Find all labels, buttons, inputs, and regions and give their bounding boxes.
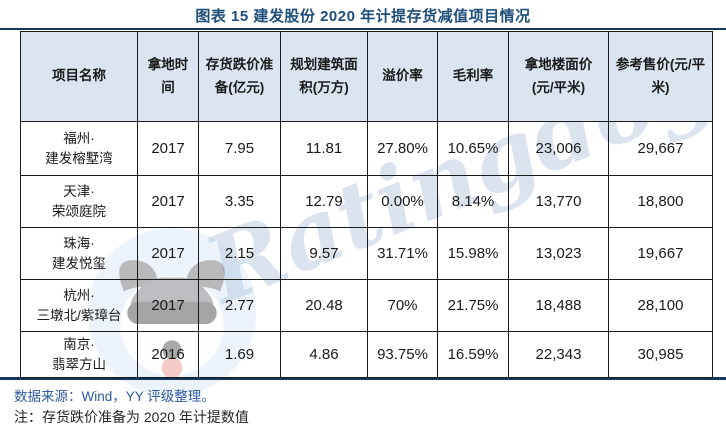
- cell-ref-price: 30,985: [608, 331, 713, 378]
- cell-impairment: 1.69: [198, 331, 281, 378]
- cell-gross-margin: 8.14%: [437, 175, 509, 228]
- cell-impairment: 2.77: [198, 279, 281, 332]
- footnote: 注：存货跌价准备为 2020 年计提数值: [14, 409, 249, 425]
- cell-planned-area: 11.81: [280, 121, 368, 176]
- cell-gross-margin: 10.65%: [437, 121, 509, 176]
- column-header-project: 项目名称: [20, 31, 138, 122]
- cell-floor-price: 18,488: [508, 279, 609, 332]
- cell-floor-price: 22,343: [508, 331, 609, 378]
- figure-title: 图表 15 建发股份 2020 年计提存货减值项目情况: [195, 8, 531, 25]
- cell-land-year: 2017: [137, 227, 199, 280]
- cell-premium-rate: 93.75%: [367, 331, 438, 378]
- column-header-gross-margin: 毛利率: [437, 31, 509, 122]
- table-row: 福州· 建发榕墅湾 2017 7.95 11.81 27.80% 10.65% …: [20, 121, 713, 176]
- cell-premium-rate: 0.00%: [367, 175, 438, 228]
- cell-land-year: 2016: [137, 331, 199, 378]
- cell-planned-area: 4.86: [280, 331, 368, 378]
- cell-ref-price: 18,800: [608, 175, 713, 228]
- table-row: 南京· 翡翠方山 2016 1.69 4.86 93.75% 16.59% 22…: [20, 331, 713, 378]
- column-header-premium-rate: 溢价率: [367, 31, 438, 122]
- table-row: 杭州· 三墩北/紫璋台 2017 2.77 20.48 70% 21.75% 1…: [20, 279, 713, 332]
- cell-land-year: 2017: [137, 175, 199, 228]
- cell-ref-price: 29,667: [608, 121, 713, 176]
- cell-impairment: 2.15: [198, 227, 281, 280]
- cell-land-year: 2017: [137, 279, 199, 332]
- column-header-impairment: 存货跌价准备(亿元): [198, 31, 281, 122]
- cell-project-name: 珠海· 建发悦玺: [20, 227, 138, 280]
- cell-planned-area: 9.57: [280, 227, 368, 280]
- cell-ref-price: 28,100: [608, 279, 713, 332]
- cell-ref-price: 19,667: [608, 227, 713, 280]
- cell-floor-price: 23,006: [508, 121, 609, 176]
- top-divider: [0, 28, 726, 30]
- cell-floor-price: 13,023: [508, 227, 609, 280]
- cell-gross-margin: 16.59%: [437, 331, 509, 378]
- column-header-land-year: 拿地时间: [137, 31, 199, 122]
- cell-planned-area: 12.79: [280, 175, 368, 228]
- cell-gross-margin: 15.98%: [437, 227, 509, 280]
- cell-project-name: 南京· 翡翠方山: [20, 331, 138, 378]
- cell-project-name: 福州· 建发榕墅湾: [20, 121, 138, 176]
- cell-impairment: 7.95: [198, 121, 281, 176]
- cell-premium-rate: 70%: [367, 279, 438, 332]
- cell-planned-area: 20.48: [280, 279, 368, 332]
- column-header-planned-area: 规划建筑面积(万方): [280, 31, 368, 122]
- cell-impairment: 3.35: [198, 175, 281, 228]
- table-row: 天津· 荣颂庭院 2017 3.35 12.79 0.00% 8.14% 13,…: [20, 175, 713, 228]
- impairment-projects-table: 项目名称 拿地时间 存货跌价准备(亿元) 规划建筑面积(万方) 溢价率 毛利率 …: [20, 31, 713, 378]
- cell-project-name: 天津· 荣颂庭院: [20, 175, 138, 228]
- header-row: 项目名称 拿地时间 存货跌价准备(亿元) 规划建筑面积(万方) 溢价率 毛利率 …: [20, 31, 713, 122]
- cell-premium-rate: 27.80%: [367, 121, 438, 176]
- cell-floor-price: 13,770: [508, 175, 609, 228]
- data-source-note: 数据来源：Wind，YY 评级整理。: [14, 389, 215, 404]
- cell-land-year: 2017: [137, 121, 199, 176]
- cell-project-name: 杭州· 三墩北/紫璋台: [20, 279, 138, 332]
- cell-premium-rate: 31.71%: [367, 227, 438, 280]
- table-row: 珠海· 建发悦玺 2017 2.15 9.57 31.71% 15.98% 13…: [20, 227, 713, 280]
- column-header-floor-price: 拿地楼面价(元/平米): [508, 31, 609, 122]
- bottom-divider: [0, 377, 726, 380]
- column-header-ref-price: 参考售价(元/平米): [608, 31, 713, 122]
- cell-gross-margin: 21.75%: [437, 279, 509, 332]
